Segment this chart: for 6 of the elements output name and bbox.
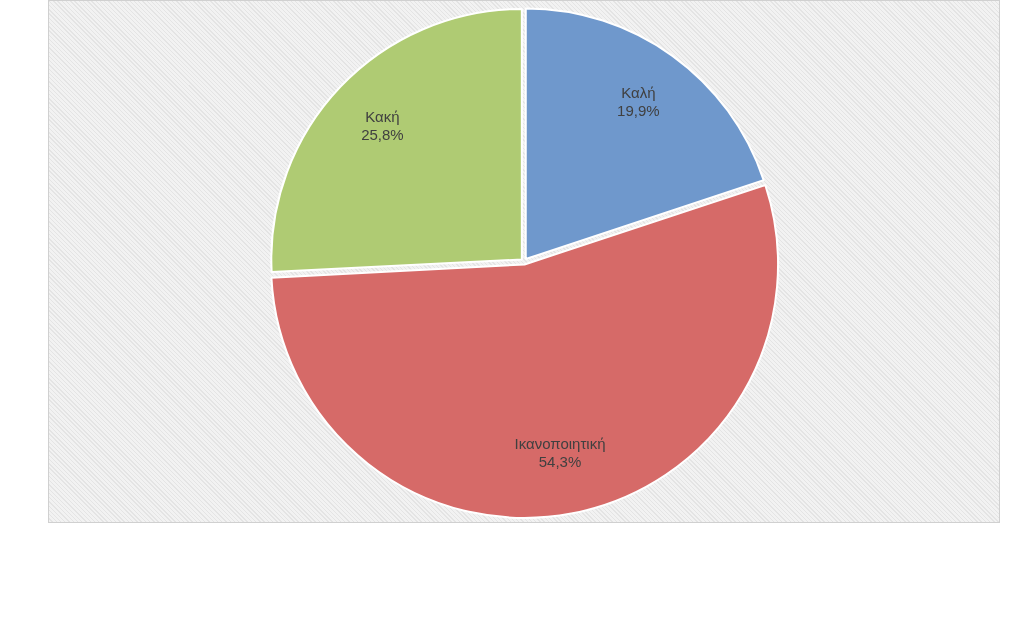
- slice-label: Ικανοποιητική: [514, 434, 606, 452]
- data-label: 54,3%: [538, 452, 582, 470]
- data-label: 19,9%: [617, 102, 660, 120]
- slice-label: Κακή: [365, 107, 400, 125]
- data-label: 25,8%: [361, 125, 404, 143]
- slice-label: Καλή: [621, 84, 656, 102]
